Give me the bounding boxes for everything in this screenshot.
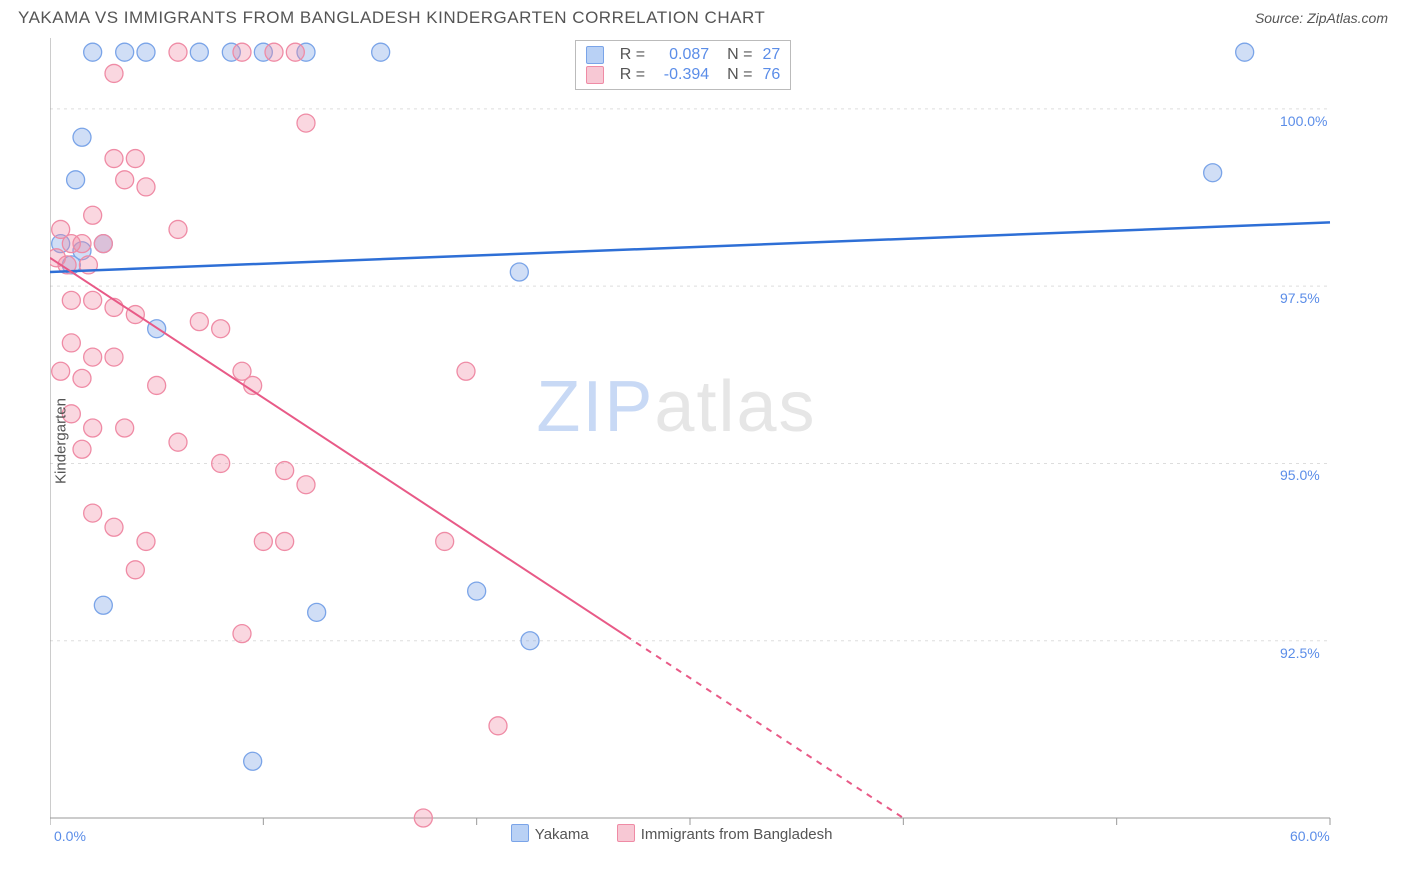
legend-label: Yakama	[535, 826, 589, 843]
stat-swatch	[586, 66, 604, 84]
stat-n-label: N =	[727, 46, 752, 64]
y-axis-label: Kindergarten	[52, 398, 69, 484]
y-tick-label: 100.0%	[1280, 113, 1327, 129]
legend-swatch	[511, 824, 529, 842]
legend-label: Immigrants from Bangladesh	[641, 826, 833, 843]
y-tick-label: 97.5%	[1280, 290, 1320, 306]
y-tick-label: 95.0%	[1280, 467, 1320, 483]
correlation-stat-box: R = 0.087 N = 27 R = -0.394 N = 76	[575, 40, 791, 90]
source-name: ZipAtlas.com	[1307, 10, 1388, 26]
stat-n-value: 76	[762, 66, 780, 84]
x-tick-label: 60.0%	[1290, 828, 1330, 844]
legend-item: Immigrants from Bangladesh	[617, 824, 833, 843]
legend-swatch	[617, 824, 635, 842]
legend-bottom: Yakama Immigrants from Bangladesh	[511, 824, 833, 843]
stat-r-value: -0.394	[655, 66, 709, 84]
stat-row: R = 0.087 N = 27	[586, 45, 780, 65]
chart-title: YAKAMA VS IMMIGRANTS FROM BANGLADESH KIN…	[18, 8, 765, 28]
x-tick-label: 0.0%	[54, 828, 86, 844]
stat-n-value: 27	[762, 46, 780, 64]
header: YAKAMA VS IMMIGRANTS FROM BANGLADESH KIN…	[0, 0, 1406, 32]
stat-row: R = -0.394 N = 76	[586, 65, 780, 85]
scatter-chart	[50, 38, 1370, 838]
stat-swatch	[586, 46, 604, 64]
chart-container: Kindergarten 92.5% 95.0% 97.5% 100.0% 0.0% 6…	[50, 38, 1406, 843]
stat-r-label: R =	[620, 46, 645, 64]
y-tick-label: 92.5%	[1280, 645, 1320, 661]
source-attribution: Source: ZipAtlas.com	[1255, 10, 1388, 26]
legend-item: Yakama	[511, 824, 589, 843]
stat-r-value: 0.087	[655, 46, 709, 64]
stat-n-label: N =	[727, 66, 752, 84]
stat-r-label: R =	[620, 66, 645, 84]
source-prefix: Source:	[1255, 10, 1307, 26]
